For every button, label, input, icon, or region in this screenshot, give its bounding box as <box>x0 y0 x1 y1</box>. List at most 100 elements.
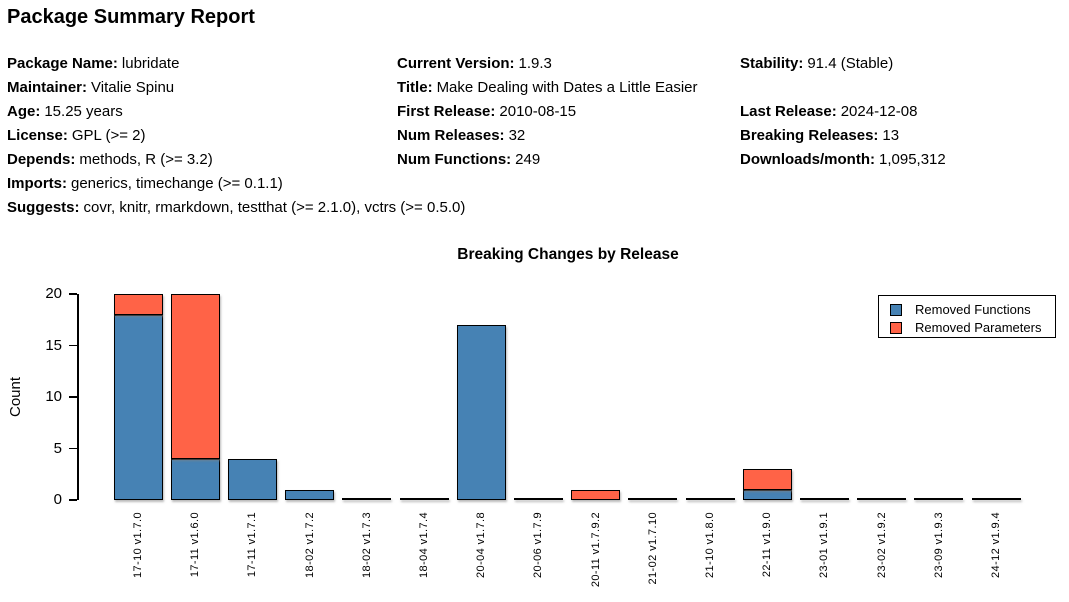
info-row-license: License: GPL (>= 2) <box>7 124 392 148</box>
x-tick-label: 23-02 v1.9.2 <box>875 512 888 578</box>
bar-segment-removed-functions <box>742 489 792 500</box>
bar-segment-removed-functions <box>285 489 335 500</box>
bar-zero <box>685 498 735 500</box>
y-tick <box>69 499 77 501</box>
bar-segment-removed-functions <box>456 324 506 500</box>
info-row-stability: Stability: 91.4 (Stable) <box>740 52 1065 76</box>
info-value: lubridate <box>121 55 180 72</box>
info-value: 249 <box>515 151 541 168</box>
legend: Removed Functions Removed Parameters <box>878 295 1056 338</box>
bar-zero <box>399 498 449 500</box>
bar-segment-removed-parameters <box>170 294 220 459</box>
info-row-depends: Depends: methods, R (>= 3.2) <box>7 148 392 172</box>
x-tick-label: 21-02 v1.7.10 <box>646 512 659 585</box>
x-tick-label: 20-11 v1.7.9.2 <box>589 512 602 588</box>
info-row-current-version: Current Version: 1.9.3 <box>397 52 737 76</box>
x-tick-label: 18-04 v1.7.4 <box>418 512 430 578</box>
info-row-title: Title: Make Dealing with Dates a Little E… <box>397 76 737 100</box>
info-value: 2024-12-08 <box>840 103 918 120</box>
y-axis-line <box>77 294 79 500</box>
legend-entry-removed-parameters: Removed Parameters <box>890 320 1055 335</box>
info-label: Last Release: <box>740 103 837 120</box>
info-label: Breaking Releases: <box>740 127 879 144</box>
info-value: 2010-08-15 <box>499 103 577 120</box>
info-value: Vitalie Spinu <box>91 79 175 96</box>
info-value: 1.9.3 <box>518 55 552 72</box>
info-row-age: Age: 15.25 years <box>7 100 392 124</box>
info-label: Imports: <box>7 175 67 192</box>
bar-segment-removed-parameters <box>113 294 163 315</box>
info-row-package-name: Package Name: lubridate <box>7 52 392 76</box>
legend-label: Removed Parameters <box>915 320 1042 335</box>
bar-segment-removed-functions <box>227 458 277 500</box>
info-row-num-releases: Num Releases: 32 <box>397 124 737 148</box>
x-tick-label: 24-12 v1.9.4 <box>990 512 1002 578</box>
info-column-middle: Current Version: 1.9.3 Title: Make Dealing… <box>397 52 737 172</box>
info-value: 1,095,312 <box>879 151 946 168</box>
bar-segment-removed-parameters <box>571 489 621 500</box>
x-tick-label: 23-09 v1.9.3 <box>932 512 945 578</box>
bar-zero <box>914 498 964 500</box>
info-label: Depends: <box>7 151 76 168</box>
info-row-imports: Imports: generics, timechange (>= 0.1.1) <box>7 172 392 196</box>
info-value: 13 <box>882 127 900 144</box>
bar-segment-removed-functions <box>170 458 220 500</box>
info-row-breaking-releases: Breaking Releases: 13 <box>740 124 1065 148</box>
info-row-suggests: Suggests: covr, knitr, rmarkdown, testtha… <box>7 196 465 220</box>
legend-entry-removed-functions: Removed Functions <box>890 302 1055 317</box>
x-tick-label: 22-11 v1.9.0 <box>761 512 774 578</box>
y-tick-label: 10 <box>45 388 62 405</box>
bar-zero <box>342 498 392 500</box>
y-tick <box>69 447 77 450</box>
y-tick-label: 15 <box>45 336 62 354</box>
y-tick-label: 5 <box>53 439 62 457</box>
bar-zero <box>628 498 678 500</box>
info-label: Current Version: <box>397 55 515 72</box>
info-row-maintainer: Maintainer: Vitalie Spinu <box>7 76 392 100</box>
bar-segment-removed-functions <box>113 314 163 500</box>
info-value: methods, R (>= 3.2) <box>79 151 213 168</box>
legend-swatch-removed-functions-icon <box>890 303 902 316</box>
info-label: Suggests: <box>7 199 80 216</box>
y-tick-label: 20 <box>45 285 62 302</box>
info-label: Package Name: <box>7 55 118 72</box>
x-tick-label: 20-06 v1.7.9 <box>532 512 545 578</box>
y-tick <box>69 396 77 398</box>
legend-label: Removed Functions <box>915 302 1031 317</box>
info-label: License: <box>7 127 68 144</box>
info-column-left: Package Name: lubridate Maintainer: Vitali… <box>7 52 465 220</box>
info-value: Make Dealing with Dates a Little Easier <box>436 79 698 96</box>
info-column-right: Stability: 91.4 (Stable) Last Release: 202… <box>740 52 1065 172</box>
info-row-first-release: First Release: 2010-08-15 <box>397 100 737 124</box>
x-tick-label: 17-11 v1.6.0 <box>189 512 202 578</box>
info-label: Maintainer: <box>7 79 88 96</box>
legend-swatch-removed-parameters-icon <box>890 321 902 334</box>
bar-zero <box>971 498 1021 500</box>
chart-title: Breaking Changes by Release <box>457 246 679 263</box>
y-axis-label: Count <box>7 376 24 418</box>
bar-zero <box>857 498 907 500</box>
info-label: Num Functions: <box>397 151 512 168</box>
report-title: Package Summary Report <box>7 6 255 28</box>
info-value: covr, knitr, rmarkdown, testthat (>= 2.1… <box>83 199 466 216</box>
x-tick-label: 23-01 v1.9.1 <box>818 512 831 578</box>
y-tick <box>69 344 77 347</box>
info-value: 32 <box>508 127 526 144</box>
x-tick-label: 21-10 v1.8.0 <box>704 512 716 578</box>
info-label: Stability: <box>740 55 804 72</box>
info-label: Age: <box>7 103 41 120</box>
info-label: Num Releases: <box>397 127 505 144</box>
y-tick-label: 0 <box>53 491 62 508</box>
bar-zero <box>513 498 563 500</box>
info-value: generics, timechange (>= 0.1.1) <box>71 175 283 192</box>
bar-zero <box>799 498 849 500</box>
x-tick-label: 17-10 v1.7.0 <box>132 512 144 578</box>
info-value: 91.4 (Stable) <box>807 55 894 72</box>
x-tick-label: 18-02 v1.7.3 <box>360 512 373 578</box>
x-tick-label: 17-11 v1.7.1 <box>246 512 259 578</box>
y-tick <box>69 293 77 295</box>
info-row-last-release: Last Release: 2024-12-08 <box>740 100 1065 124</box>
x-tick-label: 20-04 v1.7.8 <box>475 512 488 578</box>
bar-segment-removed-parameters <box>742 469 792 490</box>
